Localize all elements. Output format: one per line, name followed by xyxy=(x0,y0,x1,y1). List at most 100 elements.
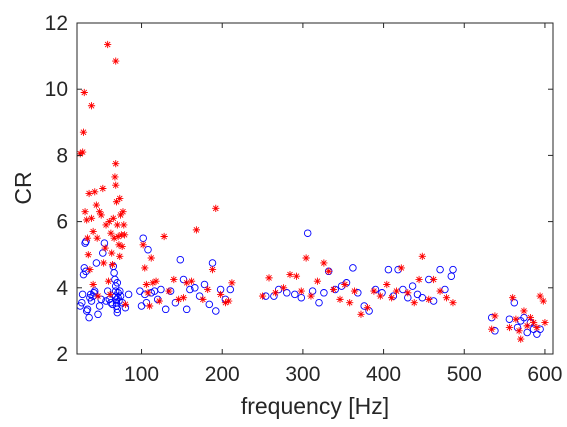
data-point-circle xyxy=(78,290,87,299)
data-point-asterisk xyxy=(192,226,201,234)
data-point-asterisk xyxy=(91,188,99,196)
data-point-asterisk xyxy=(404,289,412,297)
data-point-circle xyxy=(85,313,93,322)
data-point-asterisk xyxy=(146,302,154,310)
data-point-asterisk xyxy=(104,40,112,49)
data-point-asterisk xyxy=(105,218,113,226)
data-point-asterisk xyxy=(370,287,378,295)
y-tick-label: 8 xyxy=(56,144,68,167)
data-point-asterisk xyxy=(225,297,233,305)
data-point-asterisk xyxy=(116,211,125,219)
y-tick-label: 10 xyxy=(45,78,68,101)
data-point-asterisk xyxy=(160,232,168,241)
axis-ticks: 100 200 300 400 500 600 2 4 6 8 10 12 xyxy=(45,12,563,386)
data-point-asterisk xyxy=(221,299,230,307)
data-point-asterisk xyxy=(271,289,280,297)
data-point-asterisk xyxy=(415,275,423,284)
data-point-asterisk xyxy=(120,221,128,229)
data-point-asterisk xyxy=(147,254,155,262)
data-point-asterisk xyxy=(313,277,322,285)
data-point-asterisk xyxy=(104,277,113,285)
data-point-asterisk xyxy=(95,208,104,216)
data-point-asterisk xyxy=(93,234,101,242)
data-point-asterisk xyxy=(383,280,391,289)
data-point-asterisk xyxy=(520,307,528,315)
data-point-asterisk xyxy=(101,244,109,252)
data-point-asterisk xyxy=(429,275,438,284)
data-point-asterisk xyxy=(84,251,92,259)
data-point-asterisk xyxy=(112,160,120,168)
data-point-asterisk xyxy=(108,249,116,257)
data-point-asterisk xyxy=(115,241,123,249)
data-point-asterisk xyxy=(89,280,97,289)
data-point-asterisk xyxy=(292,272,301,280)
data-point-asterisk xyxy=(536,292,544,300)
data-point-asterisk xyxy=(279,284,288,292)
data-point-asterisk xyxy=(100,259,108,267)
data-point-asterisk xyxy=(92,201,100,209)
data-point-asterisk xyxy=(228,279,236,287)
data-point-circle xyxy=(83,305,92,314)
y-axis-label: CR xyxy=(10,171,36,204)
data-point-asterisk xyxy=(116,194,124,203)
x-tick-label: 600 xyxy=(527,363,562,386)
data-point-asterisk xyxy=(139,241,147,249)
data-point-asterisk xyxy=(102,221,110,229)
data-point-asterisk xyxy=(539,297,547,305)
data-point-asterisk xyxy=(307,292,315,300)
data-point-circle xyxy=(111,287,120,295)
data-point-asterisk xyxy=(89,227,97,236)
plot-frame xyxy=(76,22,554,355)
data-point-circle xyxy=(108,300,117,309)
data-point-circle xyxy=(78,298,86,307)
data-point-circle xyxy=(161,305,170,314)
data-point-asterisk xyxy=(152,277,160,285)
data-point-asterisk xyxy=(199,295,207,303)
data-point-asterisk xyxy=(425,295,433,303)
data-point-circle xyxy=(92,259,101,267)
data-point-asterisk xyxy=(204,285,212,294)
data-point-asterisk xyxy=(109,214,117,222)
data-point-circle xyxy=(113,279,122,287)
data-point-asterisk xyxy=(346,299,354,307)
plot-area xyxy=(77,23,553,354)
data-point-asterisk xyxy=(86,265,94,274)
data-point-asterisk xyxy=(512,315,520,323)
data-point-asterisk xyxy=(81,208,89,216)
data-point-circle xyxy=(94,310,102,319)
data-point-circle xyxy=(116,287,124,295)
data-point-circle xyxy=(182,305,191,314)
data-point-asterisk xyxy=(106,290,114,299)
data-point-asterisk xyxy=(108,261,117,269)
data-point-circle xyxy=(82,267,90,276)
data-point-asterisk xyxy=(121,300,130,308)
series-asterisks xyxy=(76,40,549,343)
data-point-asterisk xyxy=(410,299,418,307)
data-point-asterisk xyxy=(350,287,359,295)
data-point-circle xyxy=(226,285,235,294)
data-point-asterisk xyxy=(141,264,149,272)
data-point-circle xyxy=(191,284,199,292)
data-point-circle xyxy=(186,285,194,294)
data-point-asterisk xyxy=(118,242,126,251)
data-point-asterisk xyxy=(85,189,93,198)
data-point-asterisk xyxy=(505,323,514,332)
data-point-asterisk xyxy=(155,297,163,305)
data-point-asterisk xyxy=(87,102,96,110)
data-point-circle xyxy=(418,293,427,302)
data-point-asterisk xyxy=(121,231,129,239)
data-point-circle xyxy=(107,298,115,307)
data-point-circle xyxy=(320,289,328,297)
data-point-asterisk xyxy=(515,327,523,335)
data-point-asterisk xyxy=(170,275,178,284)
data-point-circle xyxy=(408,282,417,290)
data-point-asterisk xyxy=(388,294,396,302)
data-point-asterisk xyxy=(119,208,127,216)
data-point-circle xyxy=(303,229,312,237)
data-point-asterisk xyxy=(175,295,183,303)
data-point-asterisk xyxy=(436,287,444,295)
data-point-asterisk xyxy=(418,252,426,260)
data-point-asterisk xyxy=(144,289,152,297)
y-tick-label: 12 xyxy=(45,12,68,35)
